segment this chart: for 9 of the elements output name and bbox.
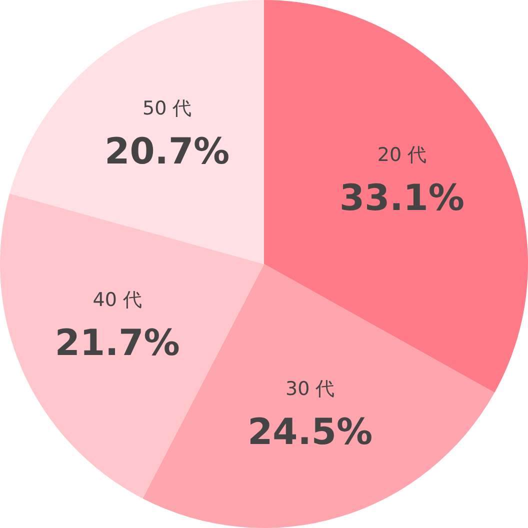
pie-slice <box>10 0 264 264</box>
slice-label: 40 代 <box>92 289 142 312</box>
data-label: 33.1% <box>340 178 464 219</box>
slice-label: 30 代 <box>285 378 335 400</box>
data-label: 20.7% <box>104 132 230 173</box>
data-label: 21.7% <box>54 323 180 364</box>
slice-label: 20 代 <box>377 144 427 166</box>
data-label: 24.5% <box>248 412 373 454</box>
slice-label: 50 代 <box>142 98 192 120</box>
